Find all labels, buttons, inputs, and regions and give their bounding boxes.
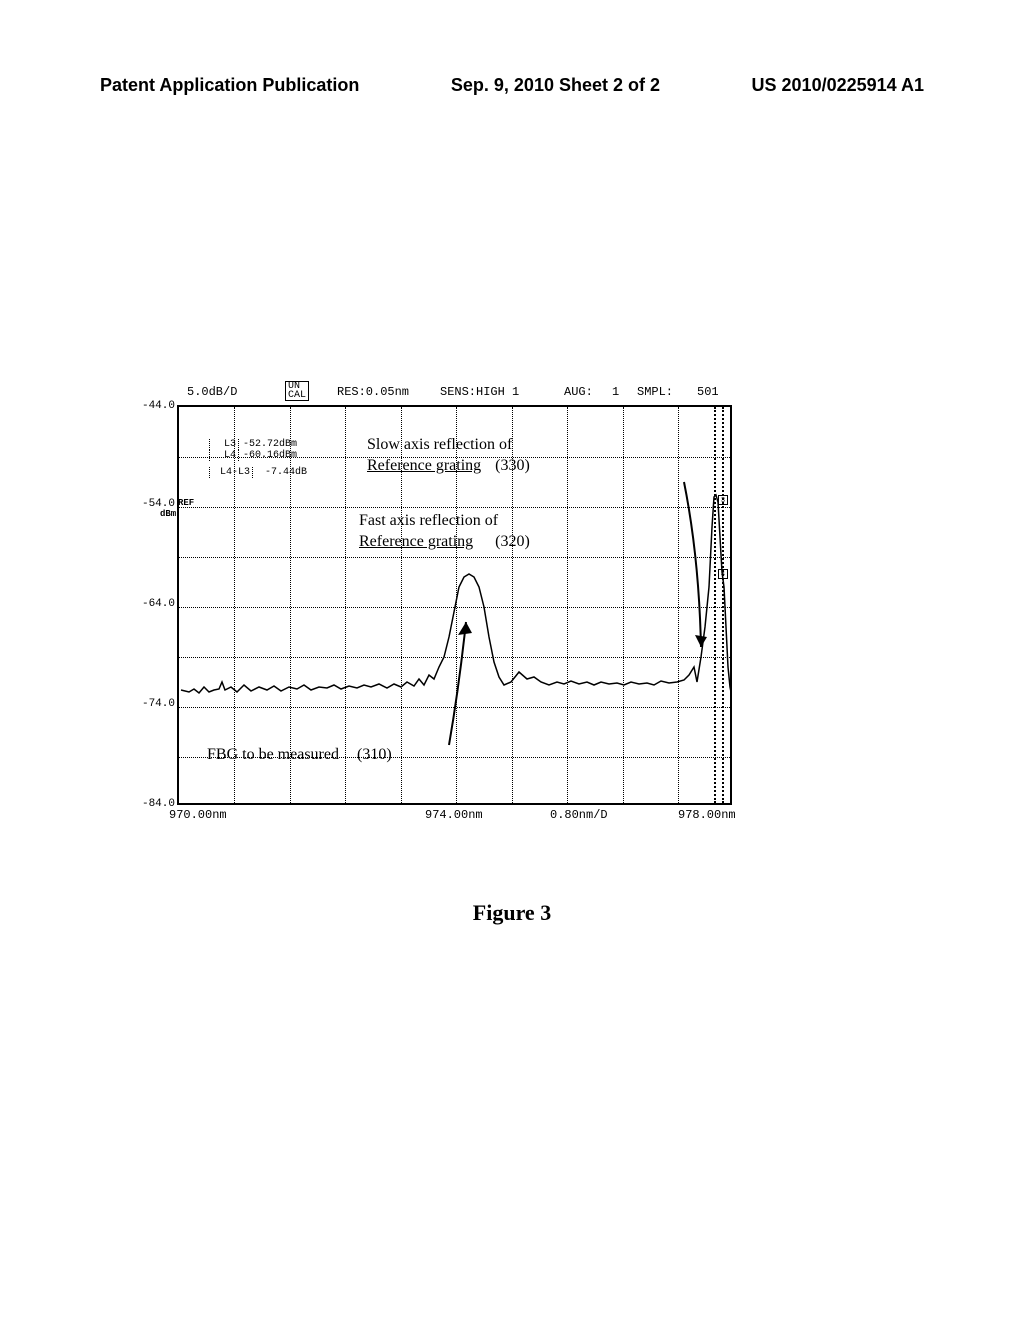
arrowhead-330: [695, 635, 707, 647]
header-left: Patent Application Publication: [100, 75, 359, 96]
dbm-text: dBm: [160, 509, 176, 519]
header-right: US 2010/0225914 A1: [752, 75, 924, 96]
x-start: 970.00nm: [169, 808, 227, 822]
header-center: Sep. 9, 2010 Sheet 2 of 2: [451, 75, 660, 96]
arrowhead-320: [458, 622, 472, 635]
fbg-label: FBG to be measured (310): [207, 745, 392, 766]
fast-axis-label: Fast axis reflection of Reference gratin…: [359, 511, 530, 553]
y-tick2: -64.0: [130, 598, 175, 610]
slow-axis-label: Slow axis reflection of Reference gratin…: [367, 435, 530, 477]
aug-label: AUG:: [564, 385, 593, 399]
x-end: 978.00nm: [678, 808, 736, 822]
smpl-label: SMPL:: [637, 385, 673, 399]
figure-caption: Figure 3: [0, 900, 1024, 926]
arrow-330: [684, 482, 701, 647]
smpl-value: 501: [697, 385, 719, 399]
sensitivity: SENS:HIGH 1: [440, 385, 519, 399]
chart-plot-area: 3 4 L3 -52.72dBm L4 -60.16dBm L4-L3 -7.4…: [177, 405, 732, 805]
arrow-320: [449, 622, 466, 745]
patent-header: Patent Application Publication Sep. 9, 2…: [0, 0, 1024, 96]
y-tick3: -74.0: [130, 698, 175, 710]
x-mid: 974.00nm: [425, 808, 483, 822]
aug-value: 1: [612, 385, 619, 399]
resolution: RES:0.05nm: [337, 385, 409, 399]
x-scale: 0.80nm/D: [550, 808, 608, 822]
uncal-indicator: UN CAL: [285, 381, 309, 401]
spectrum-chart: 5.0dB/D UN CAL RES:0.05nm SENS:HIGH 1 AU…: [130, 390, 735, 840]
db-per-div: 5.0dB/D: [187, 385, 237, 399]
y-top: -44.0: [130, 400, 175, 412]
